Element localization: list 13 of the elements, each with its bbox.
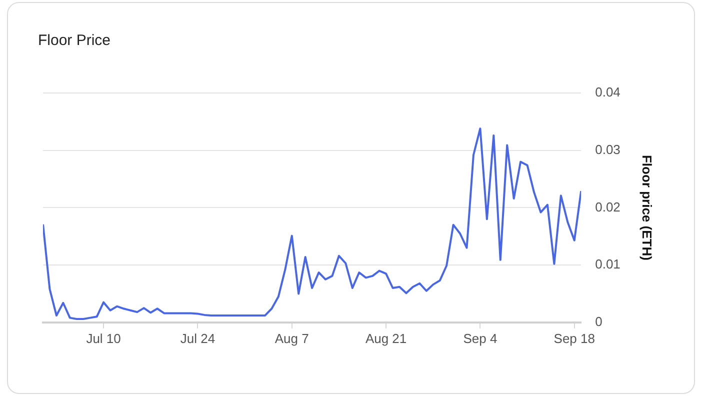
y-tick-label: 0 xyxy=(595,314,602,329)
x-tick-label: Aug 7 xyxy=(274,330,309,346)
y-tick-label: 0.04 xyxy=(595,84,620,100)
y-tick-label: 0.03 xyxy=(595,142,620,157)
x-tick-label: Jul 10 xyxy=(86,330,121,346)
chart-title: Floor Price xyxy=(38,32,111,49)
x-tick-label: Sep 4 xyxy=(463,330,498,346)
y-tick-label: 0.01 xyxy=(595,256,620,272)
y-axis-title: Floor price (ETH) xyxy=(640,154,655,260)
y-tick-label: 0.02 xyxy=(595,199,620,214)
x-tick-label: Jul 24 xyxy=(180,330,216,346)
x-tick-label: Sep 18 xyxy=(554,330,595,346)
x-tick-label: Aug 21 xyxy=(365,330,407,346)
